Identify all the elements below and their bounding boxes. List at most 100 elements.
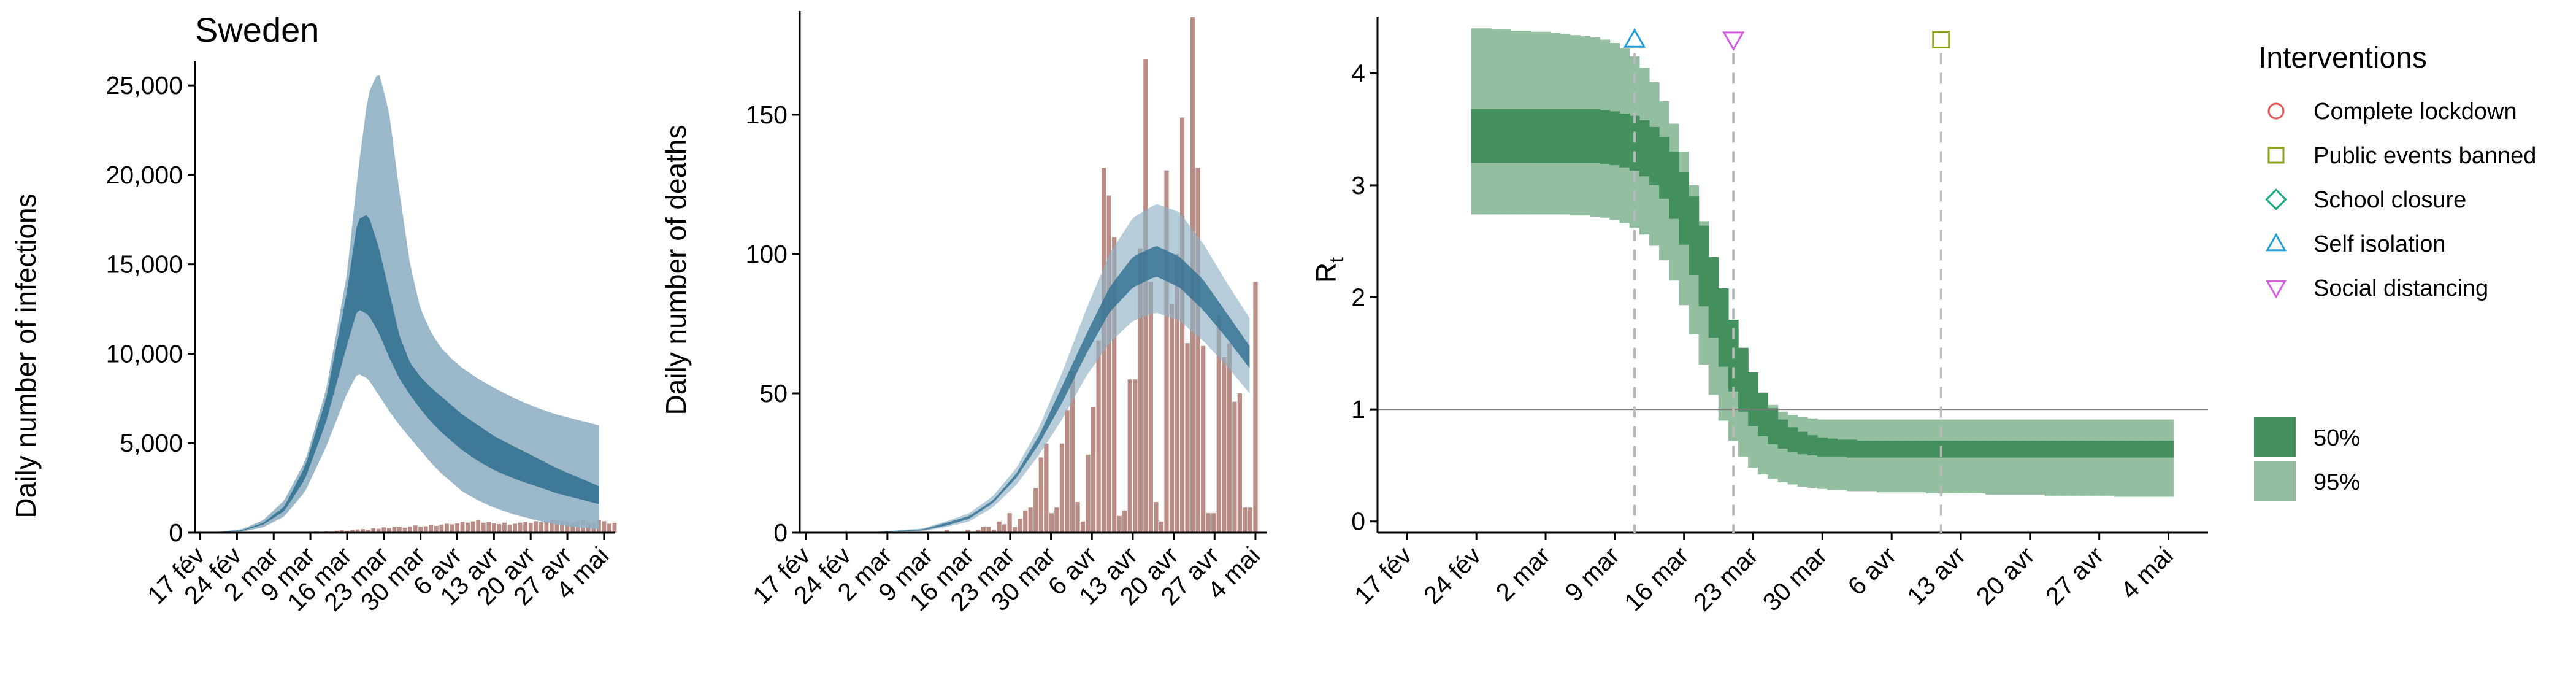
legend-label: Social distancing [2313,276,2488,301]
infection-bar [366,530,370,533]
rt-50-step [1738,347,1749,412]
rt-50-step [2123,441,2134,458]
rt-95-step [2153,419,2164,497]
infection-bar [361,529,366,533]
x-tick-label: 4 mai [2115,541,2178,604]
rt-50-step [1955,441,1966,458]
y-tick-label: 4 [1351,59,1365,87]
x-tick-label: 27 avr [2040,541,2109,611]
rt-50-step [1965,441,1976,458]
rt-50-step [2114,441,2125,458]
death-bar [997,521,1002,533]
infection-bar [502,522,507,533]
y-tick-label: 20,000 [106,161,183,189]
panel-title: Sweden [195,10,319,49]
rt-50-step [1797,431,1808,455]
rt-50-step [1520,109,1531,163]
rt-50-step [1560,109,1571,163]
rt-50-step [1580,109,1590,163]
rt-50-step [1857,441,1868,458]
infection-bar [476,520,481,533]
deaths-y-axis-title: Daily number of deaths [660,125,692,415]
x-tick-label: 16 mar [1619,541,1694,617]
death-bar [965,530,970,533]
rt-50-step [2143,441,2154,458]
legend-label: Public events banned [2313,143,2536,169]
death-bar [1013,527,1018,533]
x-tick-label: 6 avr [1842,541,1902,601]
death-bar [1127,379,1132,533]
rt-50-step [1768,408,1779,444]
rt-50-step [1985,441,1996,458]
y-tick-label: 150 [746,101,788,129]
rt-50-step [1906,441,1917,458]
infection-bar [513,523,517,533]
rt-50-step [2044,441,2055,458]
y-tick-label: 15,000 [106,250,183,279]
rt-95-step [2114,419,2125,497]
death-bar [1206,513,1211,533]
death-bar [1154,502,1159,533]
intervention-marker [1932,31,1950,49]
infection-bar [418,527,423,533]
rt-95-step [2104,419,2115,496]
death-bar [1028,507,1033,533]
rt-50-step [1896,441,1907,458]
rt-50-step [2034,441,2045,458]
rt-50-step [1916,441,1926,458]
infections-y-axis-title: Daily number of infections [10,193,42,518]
death-bar [1148,282,1154,533]
rt-95-step [2084,419,2095,496]
rt-95-step [2064,419,2075,496]
rt-50-step [1471,109,1482,163]
infection-bar [491,523,496,533]
infection-bar [334,530,339,533]
x-tick-label: 23 mar [1688,541,1763,617]
legend-ci-items: 50% 95% [2254,417,2360,501]
rt-50-step [1590,109,1600,163]
infection-bar [371,528,376,533]
rt-50-step [1530,109,1541,163]
death-bar [1117,515,1122,533]
legend-label: Complete lockdown [2313,99,2517,125]
x-tick-label: 17 fév [1349,541,1417,609]
infection-bar [507,524,512,533]
rt-50-step [1629,115,1640,171]
death-bar [1133,379,1138,533]
rt-50-step [2074,441,2085,458]
rt-95-step [2123,419,2134,497]
rt-50-step [1708,257,1719,338]
death-bar [1038,457,1043,533]
rt-50-step [2064,441,2075,458]
rt-50-step [2025,441,2036,458]
infection-bar [429,525,434,533]
legend-items: Complete lockdown Public events banned Sch… [2265,99,2536,301]
y-tick-label: 0 [773,519,788,547]
rt-50-step [1669,152,1679,219]
death-bar [1054,507,1059,533]
rt-50-step [2163,441,2174,458]
legend-marker [2267,102,2285,120]
infection-bar [570,522,575,533]
rt-y-axis-title: Rt [1310,257,1347,283]
rt-50-step [1807,435,1818,455]
death-bar [1075,502,1080,533]
death-bar [1018,519,1022,533]
infections-50-band [200,215,599,533]
rt-50-step [1837,439,1847,457]
rt-50-step [1827,438,1838,457]
legend-ci-label: 95% [2313,469,2360,495]
infection-bar [549,520,554,533]
infection-bar [397,527,402,533]
death-bar [1253,282,1258,533]
rt-50-step [1481,109,1492,163]
rt-50-step [1689,196,1700,275]
infection-bar [539,522,543,533]
legend-marker [2267,147,2285,164]
rt-50-step [1600,110,1611,164]
infection-bar [486,522,491,533]
death-bar [981,527,986,533]
infection-bar [523,522,528,533]
death-bar [991,530,997,533]
rt-50-step [1817,437,1828,457]
